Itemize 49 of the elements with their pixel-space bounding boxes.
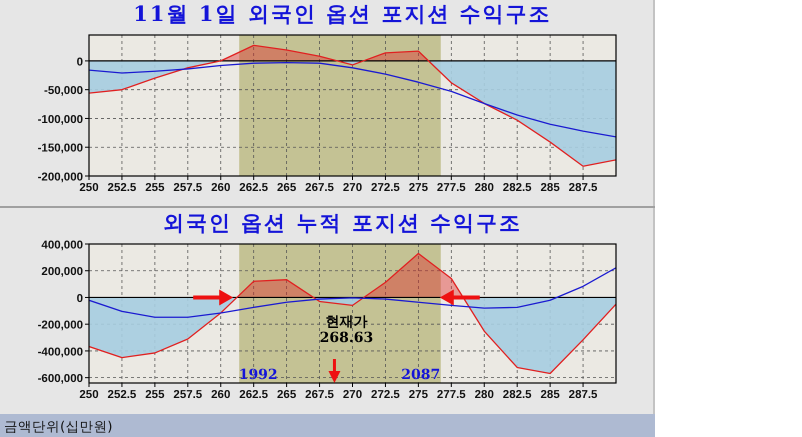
x-tick-label: 250 [79, 389, 99, 401]
y-tick-label: 0 [76, 56, 83, 68]
x-tick-label: 275 [408, 389, 429, 401]
x-tick-label: 262.5 [239, 389, 269, 401]
y-tick-label: -50,000 [44, 85, 83, 98]
chart-title: 11월 1일 외국인 옵션 포지션 수익구조 [133, 1, 552, 26]
x-tick-label: 280 [474, 389, 494, 401]
y-tick-label: -200,000 [38, 320, 83, 332]
picture-status-bar: 금액단위(십만원) [0, 414, 655, 437]
y-tick-label: 0 [76, 292, 83, 305]
x-tick-label: 262.5 [239, 182, 269, 194]
x-tick-label: 260 [211, 389, 230, 401]
x-tick-label: 272.5 [371, 182, 400, 194]
x-tick-label: 285 [540, 389, 560, 401]
x-tick-label: 257.5 [173, 389, 203, 401]
y-tick-label: 200,000 [41, 266, 83, 278]
x-tick-label: 250 [79, 182, 99, 194]
x-tick-label: 275 [408, 182, 429, 194]
x-tick-label: 287.5 [568, 182, 598, 194]
x-tick-label: 267.5 [305, 182, 335, 194]
x-tick-label: 265 [277, 182, 297, 194]
x-tick-label: 285 [540, 182, 560, 194]
y-tick-label: -100,000 [38, 114, 83, 126]
y-tick-label: -600,000 [38, 373, 83, 386]
annotation: 현재가 268.63 [320, 314, 374, 346]
x-tick-label: 270 [342, 182, 362, 194]
x-tick-label: 272.5 [371, 389, 400, 401]
x-tick-label: 282.5 [502, 182, 532, 194]
x-tick-label: 287.5 [568, 389, 598, 401]
x-tick-label: 255 [145, 182, 166, 194]
x-tick-label: 257.5 [173, 182, 203, 194]
x-tick-label: 260 [211, 182, 230, 194]
x-tick-label: 280 [474, 182, 494, 194]
x-tick-label: 277.5 [436, 182, 466, 194]
annotation: 2087 [401, 367, 440, 383]
x-tick-label: 267.5 [305, 389, 335, 401]
x-tick-label: 255 [145, 389, 166, 401]
x-tick-label: 252.5 [108, 389, 137, 401]
y-tick-label: 400,000 [41, 240, 83, 252]
y-tick-label: -200,000 [38, 172, 83, 184]
annotation: 1992 [238, 367, 278, 383]
x-tick-label: 282.5 [502, 389, 532, 401]
chart-title: 외국인 옵션 누적 포지션 수익구조 [162, 210, 522, 235]
y-tick-label: -150,000 [38, 142, 83, 155]
x-tick-label: 270 [342, 389, 362, 401]
x-tick-label: 252.5 [108, 182, 137, 194]
x-tick-label: 265 [277, 389, 297, 401]
x-tick-label: 277.5 [436, 389, 466, 401]
y-tick-label: -400,000 [38, 346, 83, 358]
